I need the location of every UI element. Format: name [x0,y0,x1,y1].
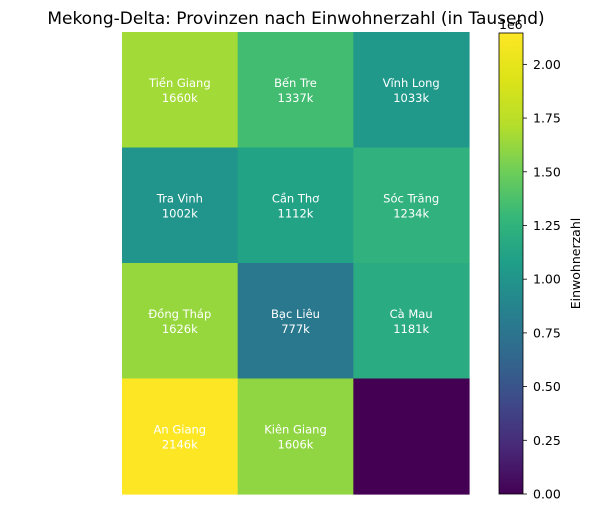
colorbar-gradient [499,33,523,494]
colorbar-tick-label: 0.50 [533,379,561,394]
colorbar-ticks: 0.00 0.25 0.50 0.75 1.00 1.25 1.50 1.75 2.00 [523,57,561,502]
cell-label: Bến Tre [274,76,317,90]
cell-label: Kiên Giang [264,422,327,436]
colorbar-offset-text: 1e6 [499,17,523,32]
colorbar-tick-label: 1.50 [533,164,561,179]
heatmap-cell [237,32,354,149]
cell-value: 1626k [162,322,198,336]
chart-title: Mekong-Delta: Provinzen nach Einwohnerza… [47,9,544,29]
heatmap-cell [122,32,239,149]
colorbar-tick-label: 1.25 [533,218,561,233]
colorbar-tick-label: 0.00 [533,487,561,502]
heatmap-cell [237,263,354,380]
colorbar-tick-label: 1.00 [533,272,561,287]
heatmap-cell [353,147,470,264]
colorbar-tick-label: 0.25 [533,433,561,448]
heatmap-cell [353,378,470,495]
cell-label: Đồng Tháp [148,307,211,321]
heatmap-cell [122,378,239,495]
cell-value: 1234k [393,206,429,220]
cell-value: 1606k [278,437,314,451]
cell-label: Cần Thơ [272,191,319,205]
heatmap-cell [353,263,470,380]
cell-value: 1002k [162,206,198,220]
cell-value: 1181k [393,322,429,336]
cell-value: 2146k [162,437,198,451]
colorbar-tick-label: 1.75 [533,111,561,126]
cell-label: Bạc Liêu [271,307,320,321]
cell-label: Sóc Trăng [383,191,439,205]
cell-value: 1660k [162,91,198,105]
cell-label: An Giang [154,422,207,436]
colorbar-frame [498,32,524,495]
heatmap-cell [237,378,354,495]
colorbar-tick-label: 0.75 [533,325,561,340]
cell-value: 1033k [393,91,429,105]
cell-label: Cà Mau [390,307,433,321]
heatmap-cell [237,147,354,264]
colorbar-tick-label: 2.00 [533,57,561,72]
colorbar-label: Einwohnerzahl [568,218,583,309]
cell-value: 777k [281,322,310,336]
colorbar: 0.00 0.25 0.50 0.75 1.00 1.25 1.50 1.75 2.00 1e6… [498,17,583,502]
cell-label: Tiền Giang [148,76,211,90]
heatmap-cell [122,147,239,264]
cell-label: Tra Vinh [156,191,203,205]
cell-label: Vĩnh Long [383,76,440,90]
heatmap-cell [122,263,239,380]
cell-value: 1337k [278,91,314,105]
heatmap-cell [353,32,470,149]
cell-value: 1112k [278,206,314,220]
